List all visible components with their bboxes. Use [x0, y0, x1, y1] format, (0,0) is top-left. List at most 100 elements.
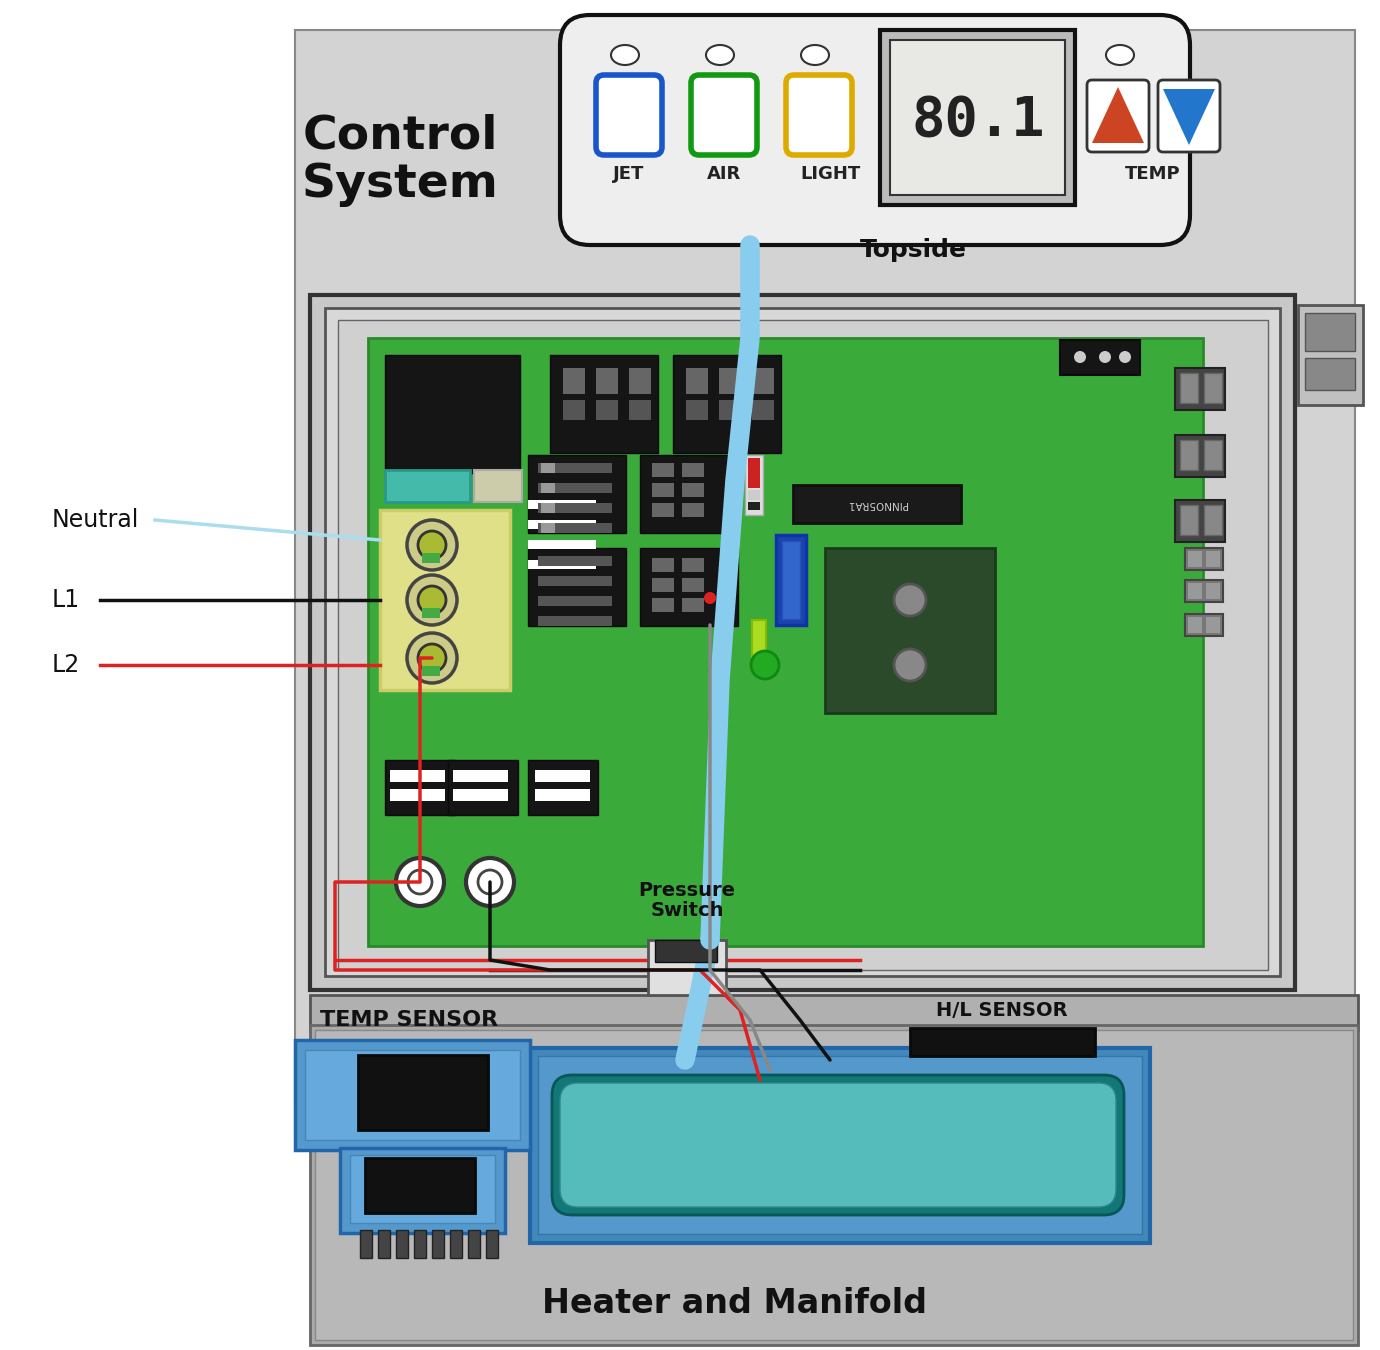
FancyBboxPatch shape — [596, 76, 662, 155]
Bar — [530, 1048, 1150, 1243]
Bar — [719, 369, 741, 394]
Bar — [391, 769, 444, 782]
Bar — [719, 400, 741, 420]
Bar — [422, 554, 440, 563]
Bar — [535, 788, 591, 801]
Bar — [295, 1040, 530, 1150]
FancyBboxPatch shape — [560, 1083, 1116, 1207]
Bar — [538, 616, 611, 626]
Bar — [310, 1025, 1358, 1345]
Bar — [529, 760, 598, 815]
Bar — [825, 548, 995, 713]
Bar — [453, 769, 508, 782]
Text: TEMP SENSOR: TEMP SENSOR — [320, 1010, 498, 1030]
Text: PINNO5RA1: PINNO5RA1 — [847, 500, 907, 509]
Bar — [782, 541, 800, 620]
Circle shape — [1074, 351, 1086, 363]
Circle shape — [407, 520, 457, 570]
Circle shape — [407, 575, 457, 625]
Bar — [1203, 440, 1223, 470]
Bar — [422, 608, 440, 618]
Bar — [1188, 617, 1202, 633]
Bar — [529, 540, 596, 549]
Bar — [1305, 313, 1355, 351]
Bar — [640, 548, 738, 626]
Bar — [315, 1030, 1352, 1341]
Circle shape — [894, 649, 926, 680]
Bar — [656, 940, 718, 963]
Bar — [368, 338, 1203, 946]
Bar — [538, 522, 611, 533]
Bar — [1180, 440, 1198, 470]
Text: Topside: Topside — [860, 238, 967, 262]
Bar — [748, 490, 760, 500]
Text: Pressure
Switch: Pressure Switch — [639, 880, 736, 919]
Bar — [310, 296, 1294, 990]
Bar — [640, 455, 738, 533]
Bar — [529, 500, 596, 509]
Bar — [629, 400, 651, 420]
Ellipse shape — [611, 45, 639, 65]
FancyBboxPatch shape — [1087, 80, 1150, 153]
FancyBboxPatch shape — [552, 1075, 1123, 1215]
Bar — [535, 769, 591, 782]
Bar — [1305, 358, 1355, 390]
Bar — [596, 369, 618, 394]
Bar — [752, 400, 774, 420]
Text: Control
System: Control System — [302, 113, 498, 207]
Bar — [360, 1230, 373, 1258]
Bar — [890, 40, 1065, 194]
Bar — [682, 483, 704, 497]
Bar — [1185, 580, 1223, 602]
Bar — [541, 504, 555, 513]
Bar — [682, 558, 704, 572]
Bar — [541, 483, 555, 493]
Text: 80.1: 80.1 — [911, 93, 1045, 147]
Bar — [651, 598, 673, 612]
Circle shape — [396, 859, 444, 906]
Bar — [1174, 369, 1225, 410]
Bar — [538, 1056, 1143, 1234]
Bar — [752, 369, 774, 394]
FancyBboxPatch shape — [787, 76, 851, 155]
Bar — [682, 578, 704, 593]
Bar — [385, 760, 455, 815]
Bar — [529, 560, 596, 568]
Bar — [529, 520, 596, 529]
Bar — [538, 576, 611, 586]
Text: TEMP: TEMP — [1125, 165, 1181, 184]
Circle shape — [704, 593, 716, 603]
Circle shape — [408, 869, 432, 894]
Bar — [563, 369, 585, 394]
Bar — [1185, 614, 1223, 636]
Bar — [682, 463, 704, 477]
Bar — [651, 558, 673, 572]
Bar — [1203, 373, 1223, 404]
Bar — [305, 1050, 520, 1139]
Bar — [651, 504, 673, 517]
Bar — [1174, 500, 1225, 541]
Bar — [596, 400, 618, 420]
Bar — [682, 504, 704, 517]
Text: JET: JET — [613, 165, 644, 184]
Text: Neutral: Neutral — [52, 508, 139, 532]
Circle shape — [407, 633, 457, 683]
Bar — [745, 455, 763, 514]
Text: LIGHT: LIGHT — [800, 165, 860, 184]
Bar — [651, 578, 673, 593]
Bar — [473, 470, 522, 502]
Bar — [364, 1158, 475, 1214]
Bar — [326, 308, 1281, 976]
Bar — [538, 504, 611, 513]
Bar — [682, 598, 704, 612]
Bar — [385, 470, 471, 502]
Bar — [551, 355, 658, 454]
Bar — [385, 355, 520, 472]
FancyBboxPatch shape — [691, 76, 758, 155]
Circle shape — [1119, 351, 1132, 363]
Bar — [651, 463, 673, 477]
Ellipse shape — [800, 45, 829, 65]
Bar — [673, 355, 781, 454]
Bar — [538, 483, 611, 493]
Text: L1: L1 — [52, 589, 80, 612]
